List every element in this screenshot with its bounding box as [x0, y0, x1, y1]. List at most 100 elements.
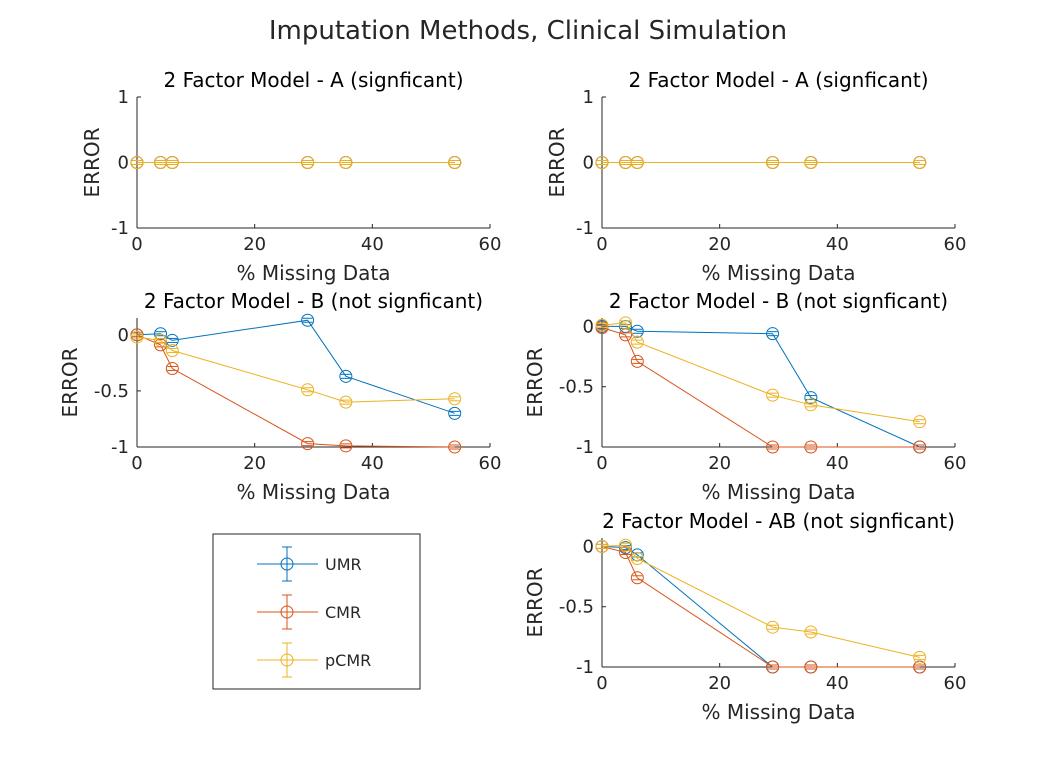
legend-entry-pCMR: pCMR [257, 642, 371, 678]
subplot-4: 2 Factor Model - B (not signficant) 0 20 40… [523, 289, 966, 504]
series-line-pCMR [601, 322, 920, 423]
subplot-title: 2 Factor Model - AB (not signficant) [602, 509, 955, 533]
x-tick-label: 20 [708, 453, 731, 474]
subplot-2: 2 Factor Model - A (signficant) 0 20 40 60 1 0… [545, 68, 966, 285]
series-pCMR [595, 316, 927, 429]
x-tick-label: 20 [708, 234, 731, 255]
x-tick-label: 40 [361, 453, 384, 474]
legend-label: pCMR [325, 651, 371, 670]
data-point-pCMR [913, 156, 927, 169]
legend-label: CMR [325, 603, 361, 622]
data-point-UMR [154, 327, 168, 341]
x-tick-label: 40 [826, 453, 849, 474]
y-tick-label: -1 [576, 437, 594, 458]
y-axis-label: ERROR [545, 127, 569, 197]
data-point-pCMR [339, 156, 353, 169]
data-point-pCMR [595, 156, 609, 169]
data-point-pCMR [165, 344, 179, 358]
y-tick-label: 1 [118, 87, 129, 108]
y-tick-label: -0.5 [559, 377, 594, 398]
y-axis-label: ERROR [58, 347, 82, 417]
x-tick-label: 0 [596, 453, 607, 474]
data-point-pCMR [630, 156, 644, 169]
data-point-pCMR [766, 388, 780, 402]
x-tick-label: 0 [131, 453, 142, 474]
data-point-CMR [448, 440, 462, 454]
y-tick-label: -0.5 [559, 597, 594, 618]
data-point-CMR [766, 660, 780, 674]
data-point-pCMR [804, 156, 818, 169]
data-point-CMR [301, 437, 315, 451]
y-tick-label: -1 [576, 218, 594, 239]
y-tick-label: -1 [111, 218, 129, 239]
data-point-pCMR [766, 620, 780, 634]
x-axis-label: % Missing Data [701, 261, 855, 285]
legend-marker [280, 557, 294, 571]
data-point-CMR [630, 354, 644, 368]
data-point-CMR [165, 361, 179, 375]
data-point-pCMR [301, 383, 315, 397]
x-tick-label: 0 [596, 234, 607, 255]
x-tick-label: 40 [361, 234, 384, 255]
subplot-title: 2 Factor Model - B (not signficant) [144, 289, 483, 313]
data-point-UMR [630, 324, 644, 338]
data-point-pCMR [595, 318, 609, 332]
y-tick-label: 0 [118, 325, 129, 346]
subplot-title: 2 Factor Model - B (not signficant) [609, 289, 948, 313]
data-point-pCMR [630, 335, 644, 349]
data-point-CMR [804, 440, 818, 454]
series-line-pCMR [136, 336, 455, 403]
series-line-CMR [136, 334, 455, 448]
x-axis-label: % Missing Data [236, 480, 390, 504]
x-tick-label: 20 [243, 234, 266, 255]
legend-label: UMR [325, 555, 362, 574]
y-tick-label: 0 [583, 536, 594, 557]
subplot-title: 2 Factor Model - A (signficant) [629, 68, 929, 92]
x-tick-label: 60 [944, 453, 967, 474]
data-point-CMR [913, 440, 927, 454]
series-CMR [130, 328, 462, 454]
y-tick-label: 1 [583, 87, 594, 108]
legend-marker [280, 653, 294, 667]
series-pCMR [595, 538, 927, 664]
data-point-pCMR [913, 650, 927, 664]
subplot-1: 2 Factor Model - A (signficant) 0 20 40 60 1 0… [80, 68, 501, 285]
x-tick-label: 60 [479, 453, 502, 474]
x-axis-label: % Missing Data [236, 261, 390, 285]
data-point-CMR [339, 439, 353, 453]
data-point-CMR [630, 571, 644, 585]
series-CMR [595, 321, 927, 454]
legend-entry-CMR: CMR [257, 594, 361, 630]
y-axis-label: ERROR [80, 127, 104, 197]
data-point-pCMR [301, 156, 315, 169]
x-axis-label: % Missing Data [701, 700, 855, 724]
y-tick-label: -1 [576, 657, 594, 678]
x-tick-label: 20 [708, 673, 731, 694]
subplot-5: 2 Factor Model - AB (not signficant) 0 20 4… [523, 509, 966, 724]
data-point-CMR [913, 660, 927, 674]
x-tick-label: 0 [131, 234, 142, 255]
data-point-UMR [448, 406, 462, 420]
data-point-pCMR [448, 156, 462, 169]
x-tick-label: 0 [596, 673, 607, 694]
data-point-pCMR [766, 156, 780, 169]
x-tick-label: 20 [243, 453, 266, 474]
subplot-3: 2 Factor Model - B (not signficant) 0 20 40… [58, 289, 501, 504]
series-line-CMR [601, 327, 920, 448]
data-point-UMR [766, 327, 780, 341]
figure-title: Imputation Methods, Clinical Simulation [269, 16, 787, 46]
y-axis-label: ERROR [523, 347, 547, 417]
x-tick-label: 60 [944, 673, 967, 694]
data-point-UMR [301, 313, 315, 327]
data-point-pCMR [448, 392, 462, 406]
series-UMR [595, 319, 927, 454]
data-point-pCMR [154, 333, 168, 347]
y-tick-label: 0 [118, 153, 129, 174]
series-pCMR [130, 156, 462, 169]
series-pCMR [595, 156, 927, 169]
data-point-pCMR [130, 330, 144, 344]
y-tick-label: -1 [111, 437, 129, 458]
subplots: 2 Factor Model - A (signficant) 0 20 40 60 1 0… [58, 68, 966, 724]
y-tick-label: 0 [583, 153, 594, 174]
